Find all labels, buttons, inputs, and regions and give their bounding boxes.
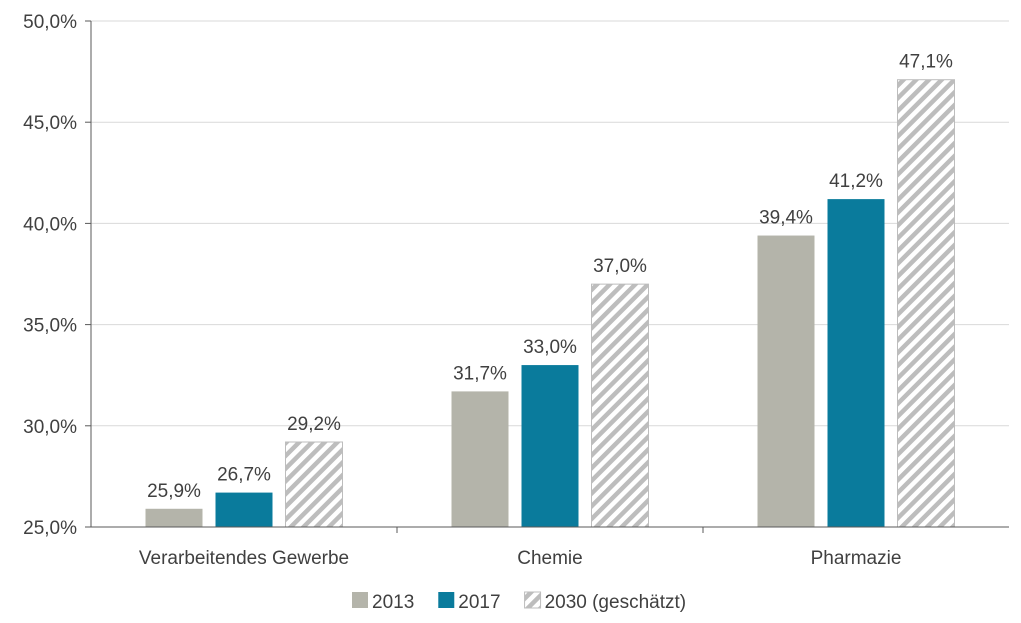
- legend: 2013 2017 2030 (geschätzt): [352, 591, 687, 613]
- y-axis-tick-labels: 25,0% 30,0% 35,0% 40,0% 45,0% 50,0%: [23, 12, 77, 539]
- data-label: 31,7%: [453, 363, 507, 384]
- y-tick-label: 40,0%: [23, 214, 77, 235]
- bar: [591, 283, 649, 528]
- bars: [145, 79, 955, 528]
- data-label: 25,9%: [147, 481, 201, 502]
- y-tick-label: 50,0%: [23, 12, 77, 33]
- bar: [451, 391, 509, 527]
- bar: [285, 441, 343, 528]
- legend-swatch: [352, 592, 368, 608]
- data-label: 33,0%: [523, 337, 577, 358]
- data-label: 41,2%: [829, 171, 883, 192]
- y-tick-label: 45,0%: [23, 113, 77, 134]
- data-label: 26,7%: [217, 465, 271, 486]
- category-label: Verarbeitendes Gewerbe: [139, 548, 349, 569]
- bar: [145, 508, 203, 527]
- bar: [827, 199, 885, 527]
- bar: [521, 365, 579, 527]
- bar: [215, 492, 273, 527]
- data-label: 29,2%: [287, 414, 341, 435]
- category-label: Pharmazie: [811, 548, 902, 569]
- legend-swatch: [524, 591, 542, 609]
- legend-swatch: [438, 592, 455, 608]
- legend-label: 2017: [458, 592, 500, 613]
- category-labels: Verarbeitendes Gewerbe Chemie Pharmazie: [139, 548, 902, 569]
- category-label: Chemie: [517, 548, 582, 569]
- y-tick-label: 35,0%: [23, 316, 77, 337]
- bar: [897, 79, 955, 528]
- legend-label: 2030 (geschätzt): [545, 592, 687, 613]
- legend-label: 2013: [372, 592, 414, 613]
- y-tick-label: 30,0%: [23, 417, 77, 438]
- data-label: 47,1%: [899, 52, 953, 73]
- data-label: 37,0%: [593, 256, 647, 277]
- y-tick-label: 25,0%: [23, 518, 77, 539]
- data-label: 39,4%: [759, 208, 813, 229]
- data-labels: 25,9% 26,7% 29,2% 31,7% 33,0% 37,0% 39,4% 41,2%…: [147, 52, 953, 502]
- axes: [90, 21, 1009, 533]
- bar: [757, 235, 815, 527]
